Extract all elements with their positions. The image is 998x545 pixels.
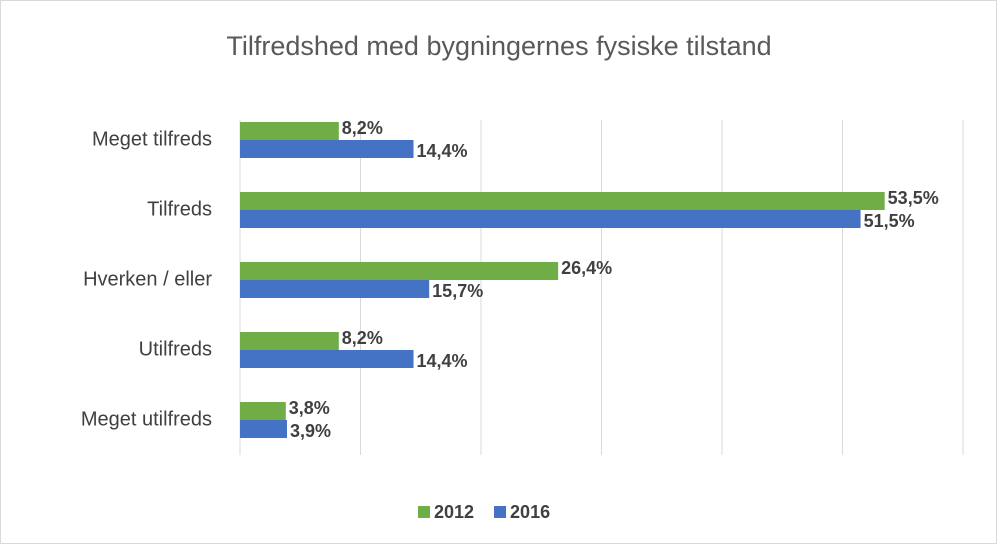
y-tick-label: Tilfreds <box>147 198 212 220</box>
data-label: 3,8% <box>289 398 330 418</box>
legend-swatch <box>418 506 430 518</box>
bar <box>240 122 339 140</box>
data-label: 53,5% <box>888 188 939 208</box>
y-tick-label: Hverken / eller <box>83 268 212 290</box>
y-tick-label: Meget utilfreds <box>81 408 212 430</box>
bar <box>240 350 414 368</box>
data-label: 14,4% <box>417 141 468 161</box>
data-label: 8,2% <box>342 118 383 138</box>
bar <box>240 420 287 438</box>
chart-title: Tilfredshed med bygningernes fysiske til… <box>226 31 771 61</box>
bar <box>240 262 559 280</box>
legend-label: 2012 <box>434 502 474 522</box>
bar <box>240 140 414 158</box>
bar <box>240 280 430 298</box>
data-label: 8,2% <box>342 328 383 348</box>
legend-label: 2016 <box>510 502 550 522</box>
bar <box>240 332 339 350</box>
legend-swatch <box>494 506 507 518</box>
y-tick-label: Meget tilfreds <box>92 128 212 150</box>
bar <box>240 402 286 420</box>
bar <box>240 210 861 228</box>
y-tick-label: Utilfreds <box>139 338 212 360</box>
data-label: 51,5% <box>864 211 915 231</box>
data-label: 14,4% <box>417 351 468 371</box>
data-label: 15,7% <box>432 281 483 301</box>
bar <box>240 192 885 210</box>
data-label: 26,4% <box>561 258 612 278</box>
data-label: 3,9% <box>290 421 331 441</box>
